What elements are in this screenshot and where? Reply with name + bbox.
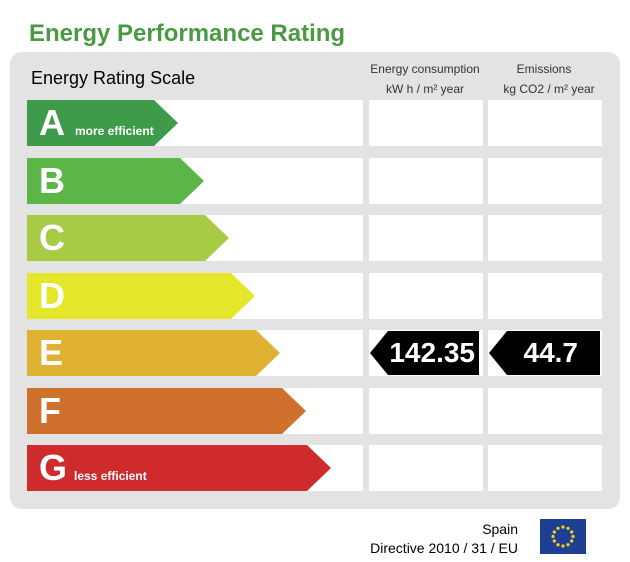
rating-sub-label-a: more efficient <box>75 124 154 138</box>
directive-label: Directive 2010 / 31 / EU <box>370 540 518 556</box>
rating-letter-g: G <box>39 447 68 488</box>
rating-arrow-e: E <box>27 330 280 376</box>
eu-flag-icon <box>540 519 586 554</box>
emissions-cell-a <box>488 100 602 146</box>
scale-title: Energy Rating Scale <box>31 68 196 88</box>
emissions-header-line1: Emissions <box>516 62 572 76</box>
rating-sub-label-g: less efficient <box>74 469 147 483</box>
rating-letter-b: B <box>39 160 65 201</box>
emissions-cell-d <box>488 273 602 319</box>
country-label: Spain <box>482 521 518 537</box>
consumption-cell-c <box>369 215 483 261</box>
rating-arrow-f: F <box>27 388 306 434</box>
emissions-cell-f <box>488 388 602 434</box>
consumption-cell-d <box>369 273 483 319</box>
rating-arrow-c: C <box>27 215 229 261</box>
rating-letter-a: A <box>39 102 65 143</box>
rating-letter-f: F <box>39 390 61 431</box>
consumption-cell-a <box>369 100 483 146</box>
consumption-cell-f <box>369 388 483 434</box>
consumption-cell-g <box>369 445 483 491</box>
rating-letter-e: E <box>39 332 64 373</box>
consumption-header: Energy consumption kW h / m² year <box>368 59 482 99</box>
emissions-cell-g <box>488 445 602 491</box>
consumption-header-line2: kW h / m² year <box>385 82 464 96</box>
emissions-indicator: 44.7 <box>489 331 600 375</box>
page-title: Energy Performance Rating <box>29 20 346 47</box>
rating-arrow-d: D <box>27 273 255 319</box>
emissions-cell-b <box>488 158 602 204</box>
emissions-cell-c <box>488 215 602 261</box>
consumption-cell-b <box>369 158 483 204</box>
emissions-header: Emissions kg CO2 / m² year <box>487 59 601 99</box>
rating-letter-c: C <box>39 217 65 258</box>
rating-letter-d: D <box>39 275 65 316</box>
rating-arrow-b: B <box>27 158 204 204</box>
consumption-header-line1: Energy consumption <box>370 62 480 76</box>
emissions-header-line2: kg CO2 / m² year <box>503 82 595 96</box>
consumption-indicator: 142.35 <box>370 331 479 375</box>
